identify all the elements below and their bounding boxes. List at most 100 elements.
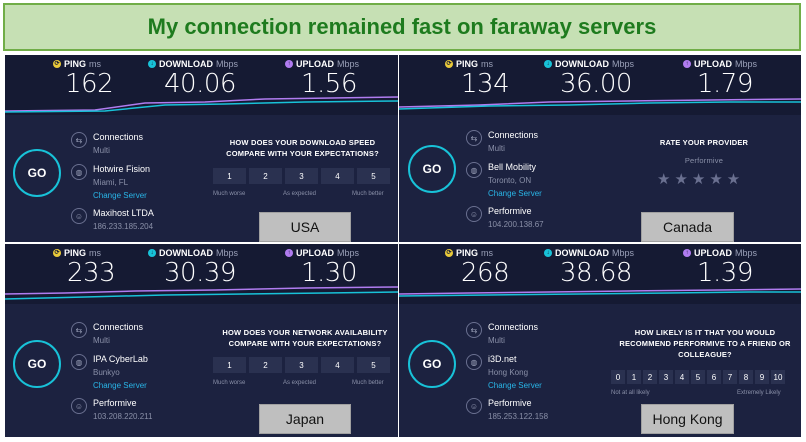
rating-option[interactable]: 5 — [357, 168, 390, 184]
speed-graph — [399, 288, 801, 297]
download-arrow-icon: ↓ — [148, 60, 156, 68]
rating-option[interactable]: 5 — [357, 357, 390, 373]
ping-value: 134 — [461, 69, 510, 99]
survey-question: HOW DOES YOUR DOWNLOAD SPEED COMPARE WIT… — [226, 138, 379, 158]
server-info: ☺ Performive 185.253.122.158 — [466, 397, 548, 423]
rating-scale: 1 2 3 4 5 — [213, 168, 390, 184]
upload-metric: ↑ UPLOAD Mbps 1.39 — [683, 248, 801, 288]
rating-option[interactable]: 2 — [249, 357, 282, 373]
download-metric: ↓ DOWNLOAD Mbps 40.06 — [148, 59, 278, 99]
speed-graph — [5, 96, 398, 113]
isp-info: ◍ Bell Mobility Toronto, ON Change Server — [466, 161, 542, 200]
nps-option[interactable]: 4 — [675, 370, 689, 384]
ping-value: 268 — [461, 258, 510, 288]
nps-option[interactable]: 0 — [611, 370, 625, 384]
ping-value: 162 — [65, 69, 114, 99]
country-label: USA — [259, 212, 351, 242]
rating-option[interactable]: 1 — [213, 357, 246, 373]
nps-option[interactable]: 6 — [707, 370, 721, 384]
upload-metric: ↑ UPLOAD Mbps 1.79 — [683, 59, 801, 99]
speed-graph — [399, 98, 801, 110]
ping-metric: ⟳ PING ms 268 — [445, 248, 575, 288]
connections-info[interactable]: ⇆ Connections Multi — [71, 321, 143, 347]
scale-label-mid: As expected — [283, 380, 317, 386]
connections-info[interactable]: ⇆ Connections Multi — [466, 129, 538, 155]
scale-label-right: Much better — [352, 191, 384, 197]
ping-value: 233 — [67, 258, 116, 288]
server-info: ☺ Maxihost LTDA 186.233.185.204 — [71, 207, 154, 233]
user-icon: ☺ — [71, 398, 87, 414]
upload-arrow-icon: ↑ — [285, 249, 293, 257]
download-arrow-icon: ↓ — [544, 60, 552, 68]
lower-section: GO ⇆ Connections Multi ◍ IPA CyberLab Bunk… — [5, 304, 398, 437]
banner-title: My connection remained fast on faraway s… — [147, 14, 657, 39]
nps-option[interactable]: 3 — [659, 370, 673, 384]
go-button[interactable]: GO — [13, 149, 61, 197]
rating-option[interactable]: 4 — [321, 168, 354, 184]
change-server-link[interactable]: Change Server — [93, 381, 147, 390]
go-button[interactable]: GO — [13, 340, 61, 388]
lower-section: GO ⇆ Connections Multi ◍ i3D.net Hong Kong… — [399, 304, 801, 437]
connections-icon: ⇆ — [466, 130, 482, 146]
nps-option[interactable]: 7 — [723, 370, 737, 384]
server-info: ☺ Performive 104.200.138.67 — [466, 205, 544, 231]
upload-arrow-icon: ↑ — [285, 60, 293, 68]
rating-option[interactable]: 1 — [213, 168, 246, 184]
go-button[interactable]: GO — [408, 340, 456, 388]
change-server-link[interactable]: Change Server — [93, 191, 147, 200]
nps-option[interactable]: 5 — [691, 370, 705, 384]
connections-info[interactable]: ⇆ Connections Multi — [71, 131, 143, 157]
globe-icon: ◍ — [466, 162, 482, 178]
connections-info[interactable]: ⇆ Connections Multi — [466, 321, 538, 347]
nps-option[interactable]: 8 — [739, 370, 753, 384]
upload-arrow-icon: ↑ — [683, 249, 691, 257]
nps-option[interactable]: 9 — [755, 370, 769, 384]
ping-icon: ⟳ — [445, 249, 453, 257]
country-label: Canada — [641, 212, 734, 242]
globe-icon: ◍ — [466, 354, 482, 370]
nps-option[interactable]: 2 — [643, 370, 657, 384]
upload-value: 1.56 — [301, 69, 357, 99]
ping-icon: ⟳ — [53, 249, 61, 257]
scale-label-left: Not at all likely — [611, 390, 650, 396]
isp-info: ◍ IPA CyberLab Bunkyo Change Server — [71, 353, 148, 392]
upload-metric: ↑ UPLOAD Mbps 1.56 — [285, 59, 398, 99]
go-button[interactable]: GO — [408, 145, 456, 193]
globe-icon: ◍ — [71, 354, 87, 370]
download-value: 40.06 — [164, 69, 236, 99]
connections-icon: ⇆ — [466, 322, 482, 338]
survey-question: HOW DOES YOUR NETWORK AVAILABILITY COMPA… — [222, 328, 388, 348]
isp-info: ◍ Hotwire Fision Miami, FL Change Server — [71, 163, 150, 202]
change-server-link[interactable]: Change Server — [488, 381, 542, 390]
download-value: 38.68 — [560, 258, 632, 288]
connections-icon: ⇆ — [71, 322, 87, 338]
lower-section: GO ⇆ Connections Multi ◍ Bell Mobility Tor… — [399, 115, 801, 242]
download-value: 36.00 — [560, 69, 632, 99]
ping-icon: ⟳ — [53, 60, 61, 68]
rating-option[interactable]: 2 — [249, 168, 282, 184]
survey-question: RATE YOUR PROVIDER — [659, 138, 749, 147]
rating-scale: 1 2 3 4 5 — [213, 357, 390, 373]
download-metric: ↓ DOWNLOAD Mbps 36.00 — [544, 59, 674, 99]
speed-graph — [5, 286, 398, 300]
scale-label-left: Much worse — [213, 380, 246, 386]
speedtest-panel-hong-kong: ⟳ PING ms 268 ↓ DOWNLOAD Mbps 38.68 ↑ UPLOAD M… — [399, 244, 801, 437]
star-rating[interactable]: ★★★★★ — [657, 171, 745, 188]
ping-metric: ⟳ PING ms 233 — [53, 248, 183, 288]
speedtest-panel-japan: ⟳ PING ms 233 ↓ DOWNLOAD Mbps 30.39 ↑ UPLOAD M… — [5, 244, 398, 437]
change-server-link[interactable]: Change Server — [488, 189, 542, 198]
rating-option[interactable]: 3 — [285, 168, 318, 184]
speedtest-panel-usa: ⟳ PING ms 162 ↓ DOWNLOAD Mbps 40.06 ↑ UPLOAD M… — [5, 55, 398, 242]
country-label: Hong Kong — [641, 404, 734, 434]
rating-option[interactable]: 3 — [285, 357, 318, 373]
download-metric: ↓ DOWNLOAD Mbps 30.39 — [148, 248, 278, 288]
speedtest-panel-canada: ⟳ PING ms 134 ↓ DOWNLOAD Mbps 36.00 ↑ UPLOAD M… — [399, 55, 801, 242]
globe-icon: ◍ — [71, 164, 87, 180]
nps-option[interactable]: 1 — [627, 370, 641, 384]
user-icon: ☺ — [71, 208, 87, 224]
nps-option[interactable]: 10 — [771, 370, 785, 384]
upload-arrow-icon: ↑ — [683, 60, 691, 68]
lower-section: GO ⇆ Connections Multi ◍ Hotwire Fision Mi… — [5, 115, 398, 242]
user-icon: ☺ — [466, 206, 482, 222]
rating-option[interactable]: 4 — [321, 357, 354, 373]
